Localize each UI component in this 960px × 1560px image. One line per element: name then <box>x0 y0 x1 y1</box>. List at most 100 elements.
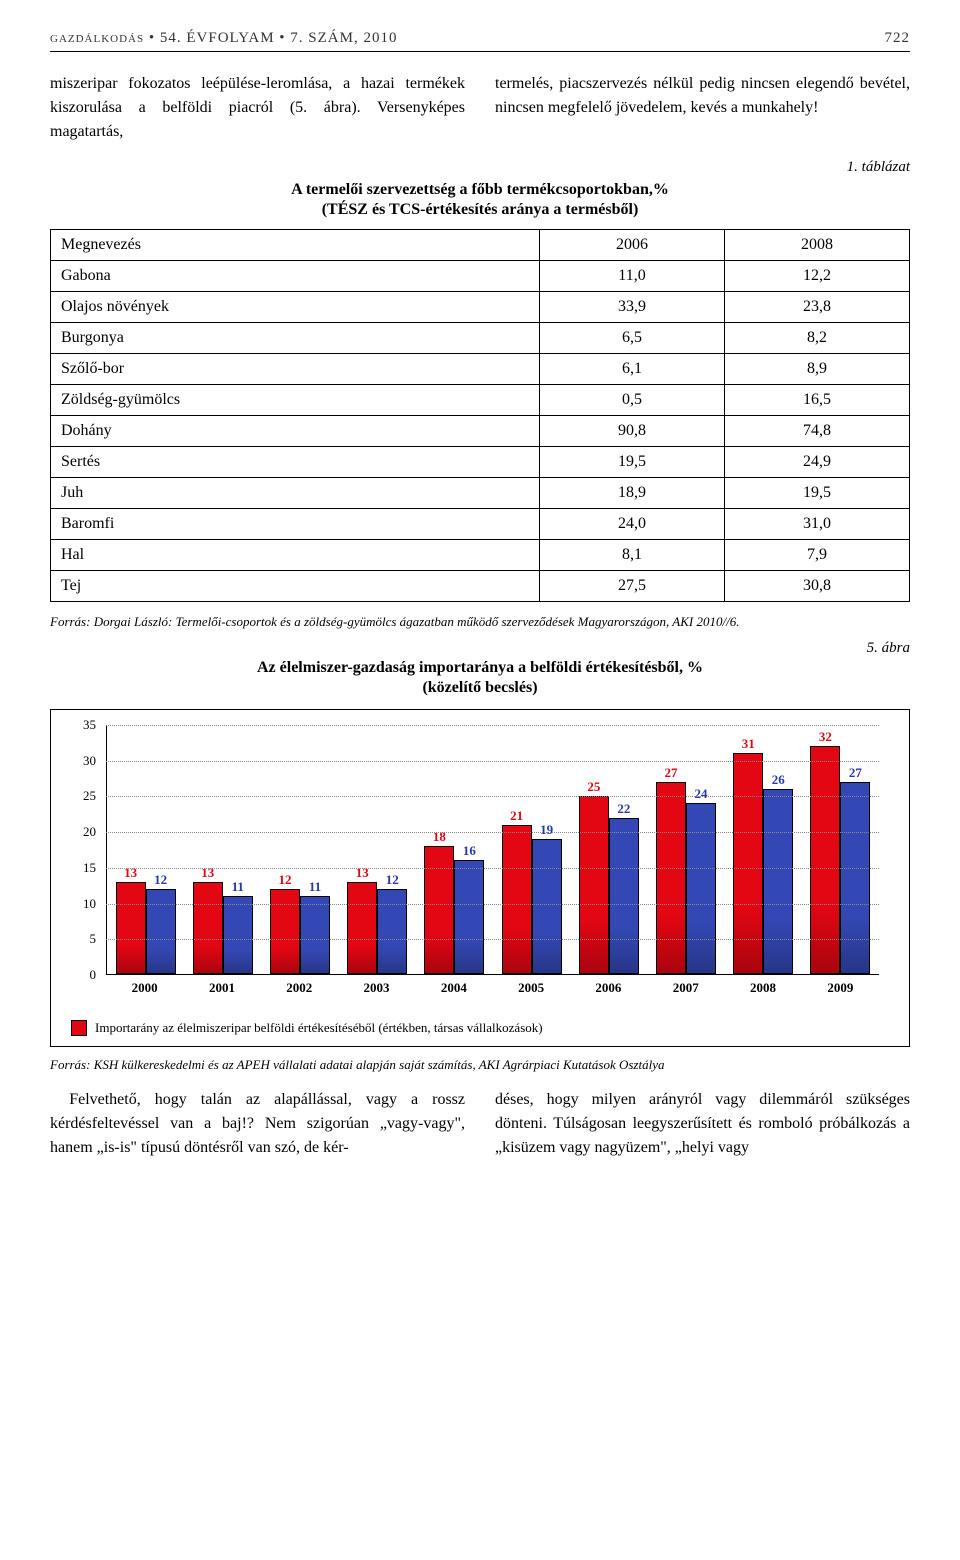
bar: 24 <box>686 803 716 974</box>
table-cell: 19,5 <box>540 447 725 478</box>
y-tick-label: 10 <box>83 896 96 912</box>
bar: 11 <box>300 896 330 974</box>
legend-text: Importarány az élelmiszeripar belföldi é… <box>95 1020 543 1036</box>
bar: 25 <box>579 796 609 974</box>
y-tick-label: 5 <box>90 931 97 947</box>
header-left: gazdálkodás • 54. ÉVFOLYAM • 7. SZÁM, 20… <box>50 30 397 47</box>
table-row: Olajos növények33,923,8 <box>51 292 910 323</box>
table-cell: 11,0 <box>540 261 725 292</box>
table-row: Zöldség-gyümölcs0,516,5 <box>51 385 910 416</box>
bar: 13 <box>193 882 223 974</box>
bar: 12 <box>146 889 176 974</box>
bar-group: 3227 <box>802 725 879 974</box>
table-cell: Gabona <box>51 261 540 292</box>
y-tick-label: 0 <box>90 967 97 983</box>
table-source: Forrás: Dorgai László: Termelői-csoporto… <box>50 614 910 630</box>
table-cell: 19,5 <box>724 478 909 509</box>
bar: 11 <box>223 896 253 974</box>
table-cell: 90,8 <box>540 416 725 447</box>
table-cell: Zöldség-gyümölcs <box>51 385 540 416</box>
bar: 21 <box>502 825 532 974</box>
table-cell: 33,9 <box>540 292 725 323</box>
bar-value-label: 21 <box>510 808 523 824</box>
table-cell: 8,9 <box>724 354 909 385</box>
x-tick-label: 2007 <box>647 980 724 1005</box>
gridline <box>106 868 879 869</box>
bar: 12 <box>270 889 300 974</box>
table-row: Juh18,919,5 <box>51 478 910 509</box>
bar: 13 <box>116 882 146 974</box>
x-tick-label: 2008 <box>724 980 801 1005</box>
x-tick-label: 2009 <box>802 980 879 1005</box>
x-tick-label: 2004 <box>415 980 492 1005</box>
chart-area: 05101520253035 1312131112111312181621192… <box>71 725 889 1005</box>
bar-group: 2119 <box>493 725 570 974</box>
chart-source: Forrás: KSH külkereskedelmi és az APEH v… <box>50 1057 910 1073</box>
bar: 19 <box>532 839 562 974</box>
bar-value-label: 12 <box>154 872 167 888</box>
table-row: Tej27,530,8 <box>51 571 910 602</box>
table-cell: Olajos növények <box>51 292 540 323</box>
page-header: gazdálkodás • 54. ÉVFOLYAM • 7. SZÁM, 20… <box>50 30 910 52</box>
table-cell: 12,2 <box>724 261 909 292</box>
col-header: Megnevezés <box>51 230 540 261</box>
table-title: A termelői szervezettség a főbb termékcs… <box>50 181 910 199</box>
bar-group: 2522 <box>570 725 647 974</box>
table-cell: 6,1 <box>540 354 725 385</box>
table-cell: 7,9 <box>724 540 909 571</box>
bar-value-label: 25 <box>587 779 600 795</box>
table-label: 1. táblázat <box>50 159 910 176</box>
x-tick-label: 2005 <box>492 980 569 1005</box>
bar: 16 <box>454 860 484 974</box>
chart-legend: Importarány az élelmiszeripar belföldi é… <box>71 1020 889 1036</box>
legend-swatch <box>71 1020 87 1036</box>
bar-group: 1211 <box>261 725 338 974</box>
y-tick-label: 15 <box>83 860 96 876</box>
table-row: Baromfi24,031,0 <box>51 509 910 540</box>
bar: 13 <box>347 882 377 974</box>
bars-container: 1312131112111312181621192522272431263227 <box>106 725 879 975</box>
table-cell: Szőlő-bor <box>51 354 540 385</box>
table-cell: 27,5 <box>540 571 725 602</box>
table-cell: 16,5 <box>724 385 909 416</box>
bar-value-label: 27 <box>665 765 678 781</box>
table-cell: Juh <box>51 478 540 509</box>
gridline <box>106 939 879 940</box>
footer-columns: Felvethető, hogy talán az alapállással, … <box>50 1088 910 1160</box>
table-header-row: Megnevezés 2006 2008 <box>51 230 910 261</box>
gridline <box>106 725 879 726</box>
intro-columns: miszeripar fokozatos leépülése-leromlása… <box>50 72 910 144</box>
bar-value-label: 31 <box>742 736 755 752</box>
bar-value-label: 26 <box>772 772 785 788</box>
table-cell: Baromfi <box>51 509 540 540</box>
bar: 31 <box>733 753 763 974</box>
bar: 27 <box>656 782 686 974</box>
figure-label: 5. ábra <box>50 640 910 657</box>
bar-group: 1816 <box>416 725 493 974</box>
x-tick-label: 2001 <box>183 980 260 1005</box>
gridline <box>106 796 879 797</box>
bar-group: 2724 <box>647 725 724 974</box>
table-row: Burgonya6,58,2 <box>51 323 910 354</box>
table-row: Dohány90,874,8 <box>51 416 910 447</box>
chart-container: 05101520253035 1312131112111312181621192… <box>50 709 910 1047</box>
table-subtitle: (TÉSZ és TCS-értékesítés aránya a termés… <box>50 201 910 219</box>
x-tick-label: 2006 <box>570 980 647 1005</box>
col-header: 2008 <box>724 230 909 261</box>
x-axis-labels: 2000200120022003200420052006200720082009 <box>106 980 879 1005</box>
table-cell: 30,8 <box>724 571 909 602</box>
bar: 27 <box>840 782 870 974</box>
bar-value-label: 24 <box>695 786 708 802</box>
table-cell: Tej <box>51 571 540 602</box>
x-tick-label: 2000 <box>106 980 183 1005</box>
table-cell: 8,2 <box>724 323 909 354</box>
footer-right: déses, hogy milyen arányról vagy dilemmá… <box>495 1088 910 1160</box>
bar: 22 <box>609 818 639 975</box>
chart-title: Az élelmiszer-gazdaság importaránya a be… <box>50 659 910 677</box>
table-cell: 24,9 <box>724 447 909 478</box>
x-tick-label: 2003 <box>338 980 415 1005</box>
table-cell: 6,5 <box>540 323 725 354</box>
bar-value-label: 22 <box>617 801 630 817</box>
table-cell: Burgonya <box>51 323 540 354</box>
bar-value-label: 12 <box>386 872 399 888</box>
